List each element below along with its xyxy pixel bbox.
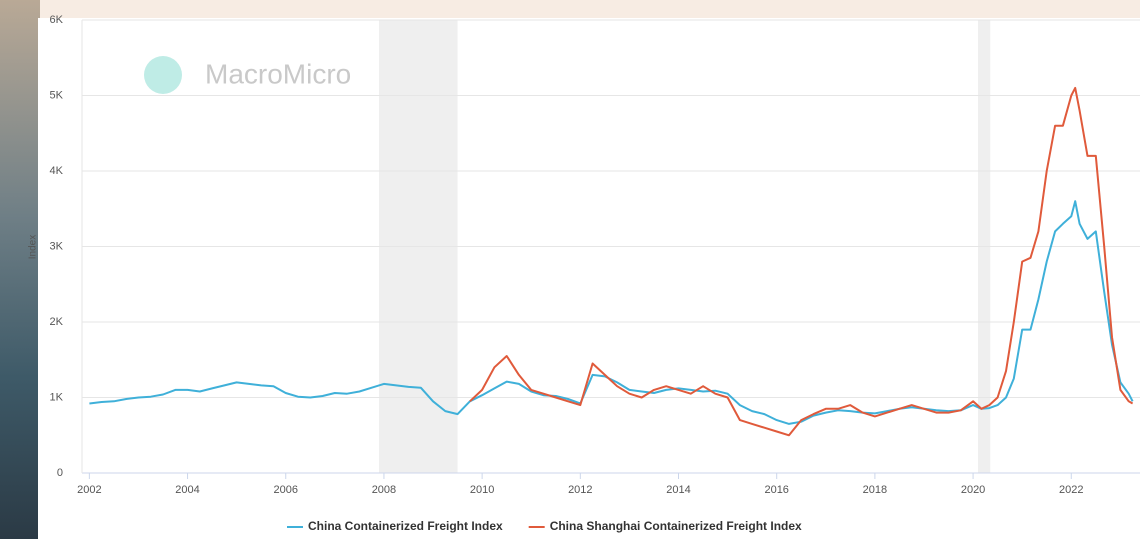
x-tick-label: 2002	[77, 484, 101, 496]
y-tick-label: 1K	[50, 391, 64, 403]
y-tick-label: 5K	[50, 89, 64, 101]
y-axis-label: Index	[28, 235, 39, 259]
y-tick-label: 3K	[50, 240, 64, 252]
y-tick-label: 4K	[50, 165, 64, 177]
page: MacroMicro Index 0 1K 2K 3K 4K 5K 6K 2002 2004 20…	[0, 0, 1140, 539]
background-photo	[0, 0, 40, 539]
top-band	[40, 0, 1140, 18]
x-tick-label: 2012	[568, 484, 592, 496]
y-tick-label: 2K	[50, 316, 64, 328]
x-tick-label: 2016	[764, 484, 788, 496]
legend-label: China Shanghai Containerized Freight Ind…	[550, 519, 802, 533]
watermark: MacroMicro	[144, 56, 351, 94]
chart-panel	[38, 18, 1140, 539]
legend-label: China Containerized Freight Index	[308, 519, 503, 533]
watermark-text: MacroMicro	[205, 58, 351, 89]
x-tick-label: 2018	[863, 484, 887, 496]
x-tick-label: 2008	[372, 484, 396, 496]
x-tick-label: 2006	[274, 484, 298, 496]
watermark-icon	[144, 56, 182, 94]
x-tick-label: 2020	[961, 484, 985, 496]
x-tick-label: 2014	[666, 484, 690, 496]
chart: MacroMicro Index 0 1K 2K 3K 4K 5K 6K 2002 2004 20…	[0, 0, 1140, 539]
x-tick-label: 2010	[470, 484, 494, 496]
x-tick-label: 2022	[1059, 484, 1083, 496]
x-tick-label: 2004	[175, 484, 199, 496]
y-tick-label: 6K	[50, 14, 64, 26]
y-tick-label: 0	[57, 467, 63, 479]
